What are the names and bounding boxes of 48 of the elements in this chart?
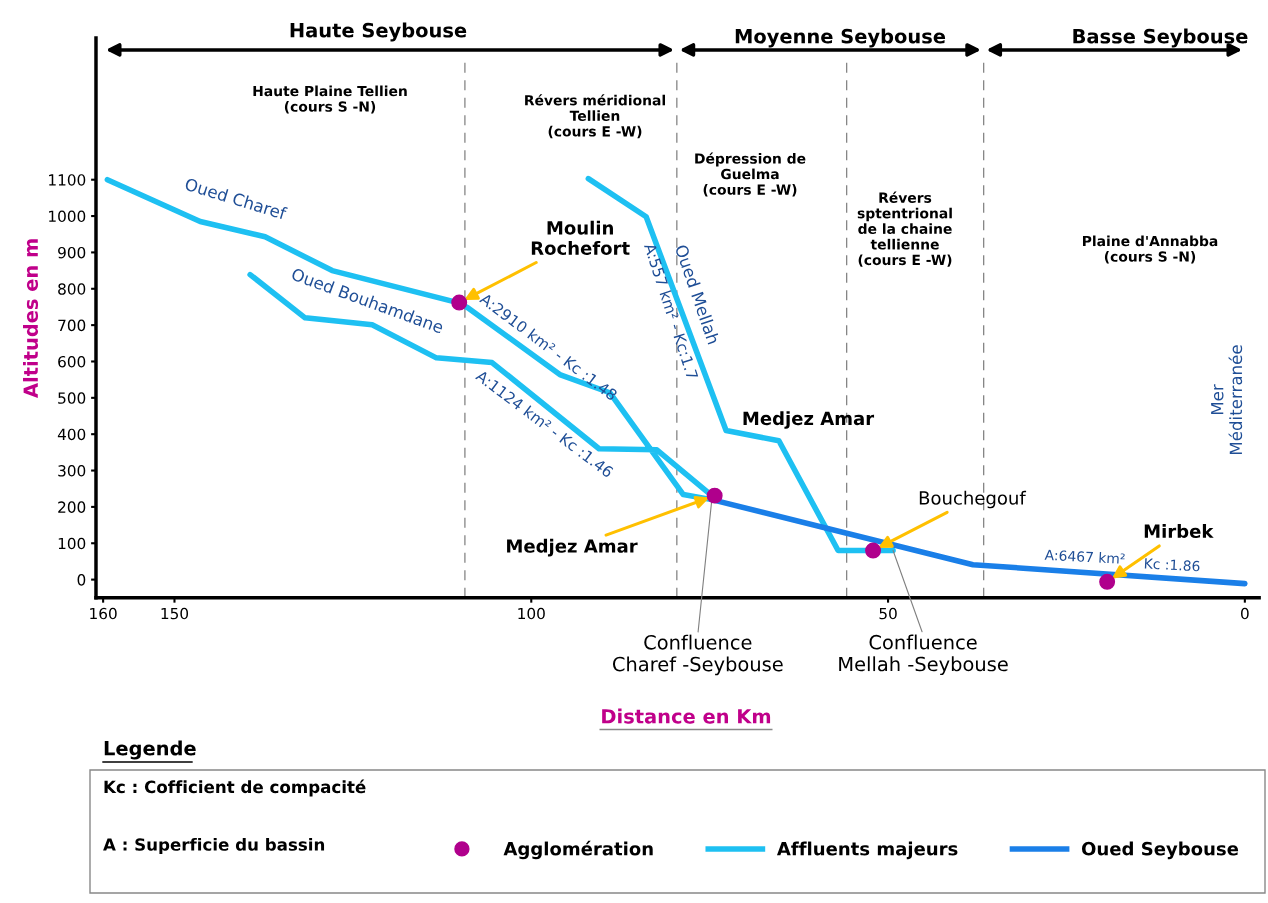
annotation: Medjez Amar <box>743 411 875 429</box>
text: Kc : Cofficient de compacité <box>104 779 366 797</box>
y-tick-label: 700 <box>58 319 86 332</box>
point <box>706 487 723 504</box>
y-tick-label: 800 <box>58 283 86 295</box>
y-tick-label: 500 <box>58 392 86 404</box>
x-tick-label: 160 <box>90 607 117 620</box>
annotation: Confluence Mellah -Seybouse <box>839 634 1008 676</box>
annotation: Révers méridional Tellien (cours E -W) <box>525 94 665 139</box>
y-tick-label: 400 <box>57 428 86 441</box>
y-tick-label: 0 <box>77 574 86 586</box>
annotation: Dépression de Guelma (cours E -W) <box>695 152 806 197</box>
legend-label: Affluents majeurs <box>776 841 958 860</box>
annotation: Oued Charef <box>184 177 288 221</box>
y-tick-label: 100 <box>58 537 86 550</box>
text: A : Superficie du bassin <box>103 837 325 855</box>
annotation: Haute Plaine Tellien (cours S -N) <box>253 85 407 114</box>
y-tick-label: 200 <box>58 501 86 513</box>
annotation: A:6467 km² <box>1044 549 1125 565</box>
legend-label: Agglomération <box>503 840 653 860</box>
annotation: Confluence Charef -Seybouse <box>612 634 783 676</box>
y-axis-title: Altitudes en m <box>23 239 39 398</box>
annotation: Medjez Amar <box>507 538 638 557</box>
y-tick-label: 300 <box>58 465 86 477</box>
annotation: Bouchegouf <box>919 490 1027 509</box>
annotation: Moulin Rochefort <box>531 220 630 255</box>
x-tick-label: 0 <box>1241 607 1249 620</box>
text: Distance en Km <box>602 708 771 724</box>
annotation: Révers sptentrional de la chaine tellienne (cours E -W) <box>857 191 952 267</box>
annotation: Moyenne Seybouse <box>735 28 946 48</box>
y-tick-label: 900 <box>58 246 86 259</box>
annotation: Basse Seybouse <box>1073 28 1248 48</box>
annotation: Plaine d'Annabba (cours S -N) <box>1082 235 1218 264</box>
legend-label: Oued Seybouse <box>1081 841 1239 860</box>
x-tick-label: 100 <box>518 607 545 620</box>
point <box>1099 573 1116 590</box>
annotation: Mer Méditerranée <box>1211 345 1243 455</box>
x-tick-label: 150 <box>161 607 189 620</box>
point <box>451 294 468 311</box>
x-tick-label: 50 <box>879 607 897 620</box>
legend-title: Legende <box>104 740 196 760</box>
point <box>865 542 882 559</box>
y-tick-label: 1000 <box>49 210 86 223</box>
y-tick-label: 1100 <box>49 174 86 186</box>
y-tick-label: 600 <box>58 355 86 368</box>
annotation: Mirbek <box>1144 524 1214 539</box>
annotation: Haute Seybouse <box>290 22 467 42</box>
annotation: Kc :1.86 <box>1144 558 1200 572</box>
